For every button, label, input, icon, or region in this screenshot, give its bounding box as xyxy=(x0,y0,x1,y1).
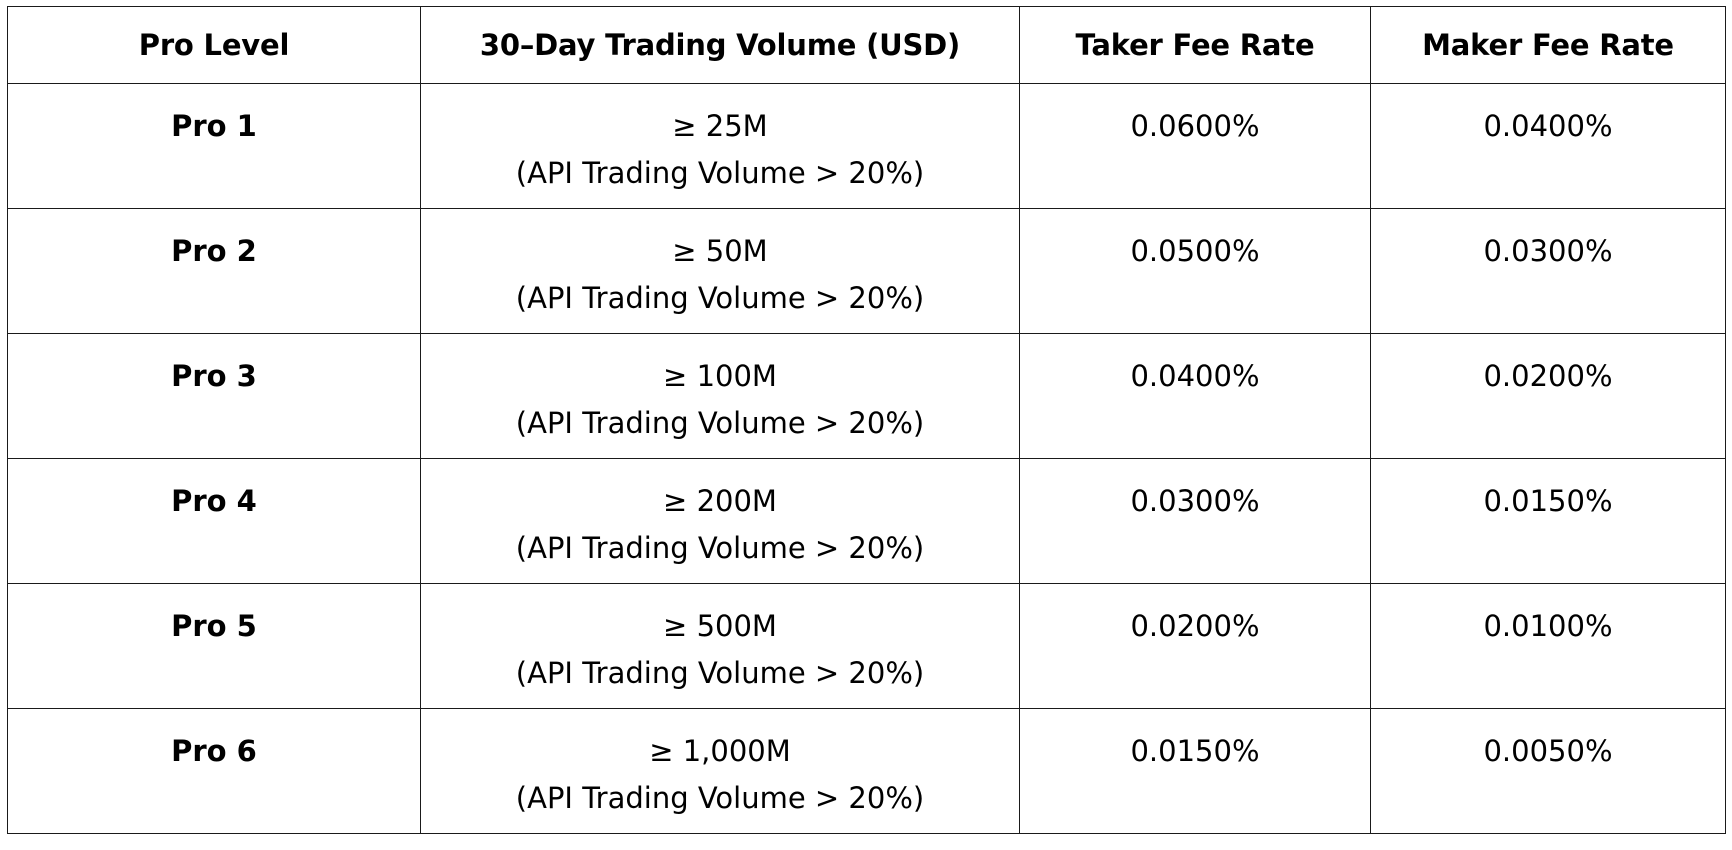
fee-table: Pro Level 30–Day Trading Volume (USD) Ta… xyxy=(7,6,1726,834)
header-maker-fee-rate: Maker Fee Rate xyxy=(1370,6,1726,84)
maker-fee-value: 0.0200% xyxy=(1483,359,1613,393)
volume-cell: ≥ 50M (API Trading Volume > 20%) xyxy=(420,208,1020,334)
table-row: Pro 3 ≥ 100M (API Trading Volume > 20%) … xyxy=(7,333,1726,459)
pro-level-cell: Pro 5 xyxy=(7,583,421,709)
volume-note: (API Trading Volume > 20%) xyxy=(515,281,925,315)
table-row: Pro 1 ≥ 25M (API Trading Volume > 20%) 0… xyxy=(7,83,1726,209)
volume-threshold: ≥ 25M xyxy=(672,109,768,143)
pro-level-label: Pro 1 xyxy=(171,109,257,143)
header-pro-level: Pro Level xyxy=(7,6,421,84)
taker-fee-value: 0.0400% xyxy=(1130,359,1260,393)
volume-cell: ≥ 100M (API Trading Volume > 20%) xyxy=(420,333,1020,459)
maker-fee-value: 0.0150% xyxy=(1483,484,1613,518)
volume-note: (API Trading Volume > 20%) xyxy=(515,656,925,690)
maker-fee-value: 0.0100% xyxy=(1483,609,1613,643)
maker-fee-value: 0.0050% xyxy=(1483,734,1613,768)
volume-threshold: ≥ 500M xyxy=(663,609,777,643)
pro-level-cell: Pro 2 xyxy=(7,208,421,334)
taker-fee-cell: 0.0500% xyxy=(1019,208,1371,334)
pro-level-label: Pro 2 xyxy=(171,234,257,268)
taker-fee-value: 0.0200% xyxy=(1130,609,1260,643)
pro-level-cell: Pro 6 xyxy=(7,708,421,834)
table-row: Pro 6 ≥ 1,000M (API Trading Volume > 20%… xyxy=(7,708,1726,834)
pro-level-cell: Pro 3 xyxy=(7,333,421,459)
maker-fee-cell: 0.0400% xyxy=(1370,83,1726,209)
taker-fee-cell: 0.0150% xyxy=(1019,708,1371,834)
maker-fee-value: 0.0400% xyxy=(1483,109,1613,143)
taker-fee-value: 0.0600% xyxy=(1130,109,1260,143)
volume-threshold: ≥ 1,000M xyxy=(649,734,791,768)
header-trading-volume: 30–Day Trading Volume (USD) xyxy=(420,6,1020,84)
volume-cell: ≥ 1,000M (API Trading Volume > 20%) xyxy=(420,708,1020,834)
maker-fee-cell: 0.0050% xyxy=(1370,708,1726,834)
taker-fee-cell: 0.0600% xyxy=(1019,83,1371,209)
volume-cell: ≥ 200M (API Trading Volume > 20%) xyxy=(420,458,1020,584)
table-row: Pro 4 ≥ 200M (API Trading Volume > 20%) … xyxy=(7,458,1726,584)
volume-note: (API Trading Volume > 20%) xyxy=(515,531,925,565)
pro-level-label: Pro 5 xyxy=(171,609,257,643)
table-row: Pro 5 ≥ 500M (API Trading Volume > 20%) … xyxy=(7,583,1726,709)
taker-fee-cell: 0.0300% xyxy=(1019,458,1371,584)
pro-level-cell: Pro 1 xyxy=(7,83,421,209)
pro-level-cell: Pro 4 xyxy=(7,458,421,584)
taker-fee-value: 0.0150% xyxy=(1130,734,1260,768)
pro-level-label: Pro 4 xyxy=(171,484,257,518)
fee-table-container: Pro Level 30–Day Trading Volume (USD) Ta… xyxy=(7,6,1726,834)
volume-note: (API Trading Volume > 20%) xyxy=(515,156,925,190)
maker-fee-cell: 0.0150% xyxy=(1370,458,1726,584)
volume-threshold: ≥ 100M xyxy=(663,359,777,393)
volume-note: (API Trading Volume > 20%) xyxy=(515,406,925,440)
maker-fee-value: 0.0300% xyxy=(1483,234,1613,268)
maker-fee-cell: 0.0200% xyxy=(1370,333,1726,459)
taker-fee-cell: 0.0400% xyxy=(1019,333,1371,459)
volume-note: (API Trading Volume > 20%) xyxy=(515,781,925,815)
header-taker-fee-rate: Taker Fee Rate xyxy=(1019,6,1371,84)
volume-cell: ≥ 25M (API Trading Volume > 20%) xyxy=(420,83,1020,209)
volume-threshold: ≥ 50M xyxy=(672,234,768,268)
pro-level-label: Pro 6 xyxy=(171,734,257,768)
maker-fee-cell: 0.0100% xyxy=(1370,583,1726,709)
table-row: Pro 2 ≥ 50M (API Trading Volume > 20%) 0… xyxy=(7,208,1726,334)
table-header-row: Pro Level 30–Day Trading Volume (USD) Ta… xyxy=(7,6,1726,84)
taker-fee-value: 0.0300% xyxy=(1130,484,1260,518)
taker-fee-value: 0.0500% xyxy=(1130,234,1260,268)
volume-threshold: ≥ 200M xyxy=(663,484,777,518)
taker-fee-cell: 0.0200% xyxy=(1019,583,1371,709)
volume-cell: ≥ 500M (API Trading Volume > 20%) xyxy=(420,583,1020,709)
maker-fee-cell: 0.0300% xyxy=(1370,208,1726,334)
pro-level-label: Pro 3 xyxy=(171,359,257,393)
